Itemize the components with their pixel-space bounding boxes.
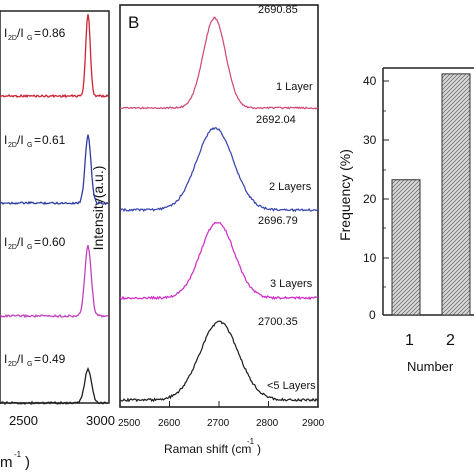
- left-ratio-value: 0.60: [42, 235, 66, 249]
- middle-x-axis-label: Raman shift (cm: [164, 442, 251, 456]
- frequency-x-label-fragment: Number: [407, 359, 454, 374]
- middle-x-tick-2800: 2800: [256, 418, 279, 429]
- left-ratio-sub-g: G: [27, 361, 32, 368]
- left-ratio-eq: =: [34, 133, 41, 147]
- layer-peak-3: 2696.79: [258, 215, 298, 227]
- layer-label-3: 3 Layers: [270, 278, 313, 290]
- bar-category-1: 1: [405, 332, 414, 349]
- left-ratio-sub-g: G: [27, 35, 32, 42]
- frequency-tick-30: 30: [363, 133, 377, 147]
- frequency-tick-40: 40: [363, 74, 377, 88]
- bar-category-2: 2: [446, 332, 455, 349]
- frequency-tick-0: 0: [369, 308, 376, 322]
- middle-x-axis-tail: ): [257, 442, 261, 456]
- left-ratio-prefix: I: [4, 235, 7, 249]
- left-ratio-sub-g: G: [27, 142, 32, 149]
- left-spectrum-2: [0, 134, 109, 205]
- left-spectrum-3: [0, 244, 109, 319]
- left-ratio-eq: =: [34, 235, 41, 249]
- left-x-tick-3000: 3000: [86, 413, 115, 428]
- middle-x-axis-superscript: -1: [247, 437, 255, 446]
- middle-spectrum-3: [119, 221, 319, 301]
- left-ratio-slash: /I: [17, 352, 24, 366]
- left-x-label-superscript: -1: [14, 450, 22, 459]
- layer-label-4: <5 Layers: [267, 380, 316, 392]
- left-ratio-sub-2d: 2D: [8, 244, 17, 251]
- frequency-tick-10: 10: [363, 251, 377, 265]
- frequency-bar-2: [441, 73, 471, 316]
- frequency-bar-1: [391, 179, 421, 316]
- middle-x-tick-2700: 2700: [207, 418, 230, 429]
- left-ratio-sub-2d: 2D: [8, 35, 17, 42]
- layer-peak-2: 2692.04: [256, 114, 296, 126]
- left-ratio-sub-2d: 2D: [8, 361, 17, 368]
- left-ratio-label-2: I 2D /I G = 0.61: [4, 133, 66, 149]
- left-ratio-prefix: I: [4, 133, 7, 147]
- middle-spectrum-4: [119, 320, 319, 403]
- left-ratio-panel: I 2D /I G = 0.86 I 2D /I G = 0.61 I 2D /…: [0, 10, 115, 471]
- left-x-label-tail: ): [25, 454, 30, 471]
- layer-label-1: 1 Layer: [276, 81, 313, 93]
- left-ratio-eq: =: [34, 352, 41, 366]
- middle-y-axis-label: Intensity(a.u.): [90, 166, 106, 251]
- left-ratio-prefix: I: [4, 26, 7, 40]
- middle-x-tick-2500: 2500: [118, 418, 141, 429]
- left-ratio-value: 0.61: [42, 133, 66, 147]
- middle-spectra-series: [119, 16, 319, 407]
- frequency-tick-20: 20: [363, 192, 377, 206]
- left-ratio-slash: /I: [17, 26, 24, 40]
- left-ratio-eq: =: [34, 26, 41, 40]
- layer-peak-4: 2700.35: [258, 316, 298, 328]
- middle-x-tick-2600: 2600: [158, 418, 181, 429]
- left-spectrum-4: [0, 367, 109, 406]
- left-x-label-fragment: m: [0, 454, 13, 471]
- left-ratio-slash: /I: [17, 235, 24, 249]
- frequency-axis-label: Frequency (%): [337, 149, 353, 241]
- left-spectra-series: [0, 14, 109, 406]
- panel-letter-b: B: [128, 13, 139, 32]
- middle-layer-panel: B Intensity(a.u.) 2690.85 2692.04 2696.7…: [90, 4, 325, 456]
- middle-spectrum-2: [119, 127, 319, 213]
- left-ratio-slash: /I: [17, 133, 24, 147]
- layer-label-2: 2 Layers: [269, 181, 312, 193]
- left-ratio-prefix: I: [4, 352, 7, 366]
- middle-panel-frame: [119, 4, 319, 408]
- left-spectrum-1: [0, 14, 109, 99]
- left-ratio-value: 0.49: [42, 352, 66, 366]
- left-ratio-label-1: I 2D /I G = 0.86: [4, 26, 66, 42]
- left-ratio-sub-g: G: [27, 244, 32, 251]
- frequency-bars: [391, 73, 471, 316]
- left-ratio-label-3: I 2D /I G = 0.60: [4, 235, 66, 251]
- left-x-tick-2500: 2500: [9, 413, 38, 428]
- left-ratio-label-4: I 2D /I G = 0.49: [4, 352, 66, 368]
- left-ratio-sub-2d: 2D: [8, 142, 17, 149]
- middle-x-tick-2900: 2900: [302, 418, 325, 429]
- layer-peak-1: 2690.85: [258, 4, 298, 16]
- left-ratio-value: 0.86: [42, 26, 66, 40]
- middle-spectrum-1: [119, 16, 319, 110]
